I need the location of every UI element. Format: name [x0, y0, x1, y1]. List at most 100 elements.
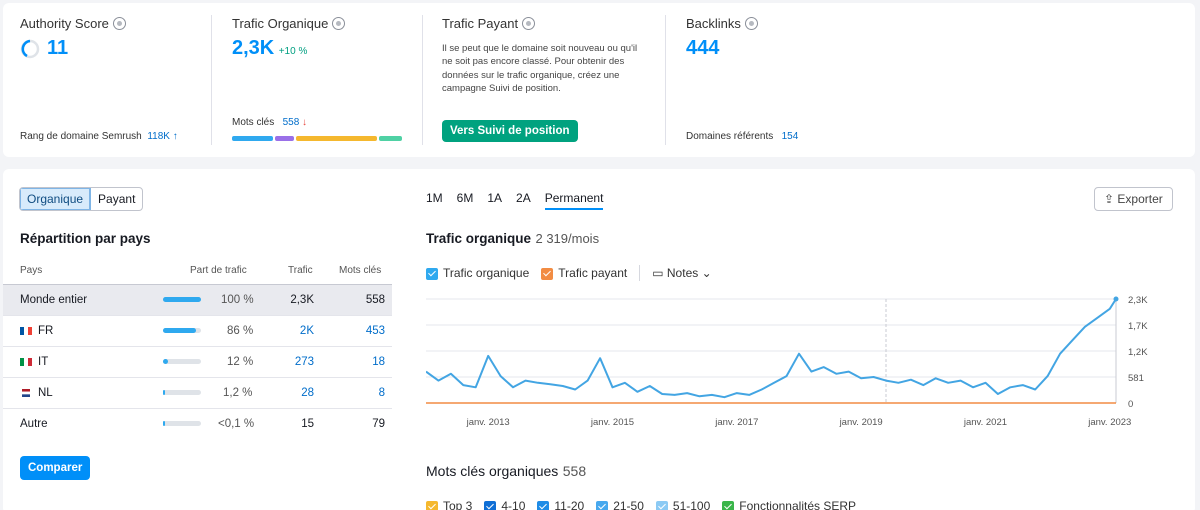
country-distribution-title: Répartition par pays — [20, 231, 151, 246]
legend-paid[interactable]: Trafic payant — [541, 266, 627, 280]
country-table: Pays Part de trafic Trafic Mots clés Mon… — [3, 259, 392, 459]
organic-keywords: Mots clés 558 ↓ — [232, 117, 308, 128]
position-tracking-button[interactable]: Vers Suivi de position — [442, 120, 578, 142]
column-header-traffic[interactable]: Trafic — [288, 265, 313, 276]
y-tick-label: 2,3K — [1128, 295, 1148, 306]
period-tab[interactable]: 1A — [487, 191, 503, 205]
upload-icon: ⇪ — [1104, 192, 1115, 206]
legend-21-50[interactable]: 21-50 — [596, 499, 644, 510]
traffic-chart-title: Trafic organique 2 319/mois — [426, 231, 600, 246]
keywords-value[interactable]: 8 — [378, 387, 385, 399]
arrow-down-icon: ↓ — [302, 117, 308, 128]
divider — [422, 15, 423, 145]
info-icon[interactable] — [112, 17, 126, 30]
period-tab[interactable]: 1M — [426, 191, 443, 205]
country-name: NL — [38, 387, 53, 399]
legend-51-100[interactable]: 51-100 — [655, 499, 710, 510]
table-row[interactable]: FR 86 % 2K 453 — [3, 315, 392, 346]
traffic-chart[interactable]: 2,3K 1,7K 1,2K 581 0 janv. 2013 janv. 2015 janv… — [426, 295, 1186, 431]
italy-flag-icon — [20, 357, 32, 366]
column-header-country[interactable]: Pays — [20, 265, 43, 276]
info-icon[interactable] — [332, 17, 346, 30]
export-button[interactable]: ⇪ Exporter — [1094, 187, 1173, 211]
authority-score-value: 11 — [47, 37, 69, 59]
notes-dropdown[interactable]: ▭ Notes ⌄ — [652, 266, 712, 280]
referring-domains-value[interactable]: 154 — [781, 131, 799, 142]
bar-segment-51-100 — [379, 136, 402, 141]
divider — [665, 15, 666, 145]
share-value: 100 % — [221, 294, 254, 306]
authority-gauge-icon — [20, 39, 40, 59]
divider — [211, 15, 212, 145]
y-tick-label: 1,7K — [1128, 321, 1148, 332]
organic-traffic-value-group: 2,3K +10 % — [232, 37, 307, 60]
share-value: 86 % — [227, 325, 254, 337]
checkbox-icon — [426, 500, 438, 510]
series-line — [426, 298, 1117, 399]
referring-domains: Domaines référents 154 — [686, 131, 799, 142]
x-tick-label: janv. 2017 — [714, 417, 758, 428]
comment-icon: ▭ — [652, 266, 664, 280]
traffic-value[interactable]: 273 — [294, 356, 314, 368]
legend-organic[interactable]: Trafic organique — [426, 266, 529, 280]
column-header-keywords[interactable]: Mots clés — [339, 265, 382, 276]
keywords-value: 558 — [365, 294, 385, 306]
paid-traffic-message: Il se peut que le domaine soit nouveau o… — [442, 43, 638, 95]
chart-legend: Trafic organique Trafic payant ▭ Notes ⌄ — [426, 265, 712, 281]
main-card: Organique Payant Répartition par pays Pa… — [3, 169, 1195, 510]
country-name: Autre — [20, 418, 48, 430]
period-tab-active[interactable]: Permanent — [544, 191, 604, 210]
checkbox-icon — [537, 500, 550, 510]
country-name: FR — [38, 325, 54, 337]
tab-paid[interactable]: Payant — [98, 192, 136, 206]
authority-score-title: Authority Score — [20, 16, 126, 31]
organic-traffic-delta: +10 % — [278, 46, 308, 57]
legend-4-10[interactable]: 4-10 — [484, 499, 525, 510]
traffic-value: 15 — [301, 418, 314, 430]
organic-keywords-section-title: Mots clés organiques 558 — [426, 463, 587, 479]
table-row[interactable]: Monde entier 100 % 2,3K 558 — [3, 284, 392, 315]
column-header-share[interactable]: Part de trafic — [190, 265, 247, 276]
organic-traffic-value[interactable]: 2,3K — [232, 37, 275, 59]
x-tick-label: janv. 2019 — [839, 417, 883, 428]
traffic-value[interactable]: 2K — [299, 325, 314, 337]
info-icon[interactable] — [744, 17, 758, 30]
legend-serp-features[interactable]: Fonctionnalités SERP — [722, 499, 856, 510]
checkbox-icon — [484, 500, 497, 510]
compare-button[interactable]: Comparer — [20, 456, 91, 480]
tab-organic[interactable]: Organique — [20, 188, 92, 210]
chevron-down-icon: ⌄ — [701, 266, 712, 280]
period-tab[interactable]: 2A — [516, 191, 531, 205]
netherlands-flag-icon — [22, 388, 30, 397]
organic-keywords-value[interactable]: 558 — [282, 117, 300, 128]
share-bar-fill — [163, 421, 165, 426]
info-icon[interactable] — [522, 17, 536, 30]
share-bar-fill — [163, 390, 165, 395]
table-row[interactable]: Autre <0,1 % 15 79 — [3, 408, 392, 439]
bar-segment-4-10 — [275, 136, 294, 141]
backlinks-value[interactable]: 444 — [686, 37, 720, 59]
share-bar — [163, 421, 201, 426]
share-value: 1,2 % — [223, 387, 253, 399]
period-tab[interactable]: 6M — [456, 191, 474, 205]
domain-rank-value[interactable]: 118K — [147, 131, 170, 142]
divider — [639, 265, 641, 281]
arrow-up-icon: ↑ — [172, 131, 178, 142]
share-bar-fill — [163, 297, 201, 302]
traffic-value[interactable]: 28 — [301, 387, 314, 399]
domain-rank: Rang de domaine Semrush 118K ↑ — [20, 131, 178, 142]
table-row[interactable]: IT 12 % 273 18 — [3, 346, 392, 377]
share-bar — [163, 297, 201, 302]
checkbox-icon — [722, 500, 735, 510]
keywords-value[interactable]: 453 — [365, 325, 385, 337]
legend-11-20[interactable]: 11-20 — [537, 499, 584, 510]
x-tick-label: janv. 2013 — [466, 417, 510, 428]
x-tick-label: janv. 2015 — [590, 417, 634, 428]
checkbox-icon — [655, 500, 668, 510]
legend-top3[interactable]: Top 3 — [426, 499, 472, 510]
backlinks-title: Backlinks — [686, 16, 758, 31]
table-row[interactable]: NL 1,2 % 28 8 — [3, 377, 392, 408]
share-bar-fill — [163, 359, 168, 364]
keywords-value[interactable]: 18 — [372, 356, 385, 368]
checkbox-icon — [541, 267, 554, 280]
